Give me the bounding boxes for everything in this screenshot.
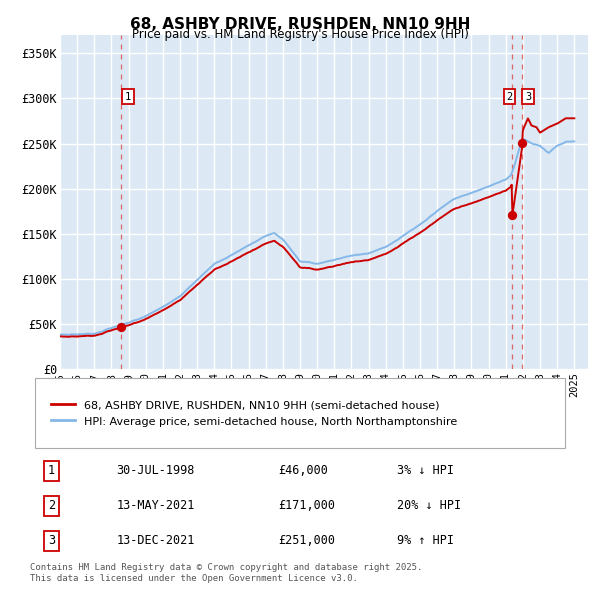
- Text: Contains HM Land Registry data © Crown copyright and database right 2025.
This d: Contains HM Land Registry data © Crown c…: [30, 563, 422, 583]
- Text: 2: 2: [506, 91, 512, 101]
- Text: 20% ↓ HPI: 20% ↓ HPI: [397, 499, 461, 513]
- Text: 3% ↓ HPI: 3% ↓ HPI: [397, 464, 454, 477]
- Text: Price paid vs. HM Land Registry's House Price Index (HPI): Price paid vs. HM Land Registry's House …: [131, 28, 469, 41]
- Text: 1: 1: [125, 91, 131, 101]
- Text: 9% ↑ HPI: 9% ↑ HPI: [397, 535, 454, 548]
- Point: [517, 138, 527, 148]
- Point: [116, 323, 126, 332]
- Text: 13-MAY-2021: 13-MAY-2021: [116, 499, 195, 513]
- Text: £251,000: £251,000: [278, 535, 335, 548]
- Text: 30-JUL-1998: 30-JUL-1998: [116, 464, 195, 477]
- Text: 3: 3: [525, 91, 531, 101]
- Text: £46,000: £46,000: [278, 464, 328, 477]
- Text: 68, ASHBY DRIVE, RUSHDEN, NN10 9HH: 68, ASHBY DRIVE, RUSHDEN, NN10 9HH: [130, 17, 470, 31]
- Point: [507, 210, 517, 219]
- Text: £171,000: £171,000: [278, 499, 335, 513]
- Text: 1: 1: [48, 464, 55, 477]
- Text: 2: 2: [48, 499, 55, 513]
- FancyBboxPatch shape: [35, 379, 565, 447]
- Text: 13-DEC-2021: 13-DEC-2021: [116, 535, 195, 548]
- Legend: 68, ASHBY DRIVE, RUSHDEN, NN10 9HH (semi-detached house), HPI: Average price, se: 68, ASHBY DRIVE, RUSHDEN, NN10 9HH (semi…: [46, 395, 462, 431]
- Text: 3: 3: [48, 535, 55, 548]
